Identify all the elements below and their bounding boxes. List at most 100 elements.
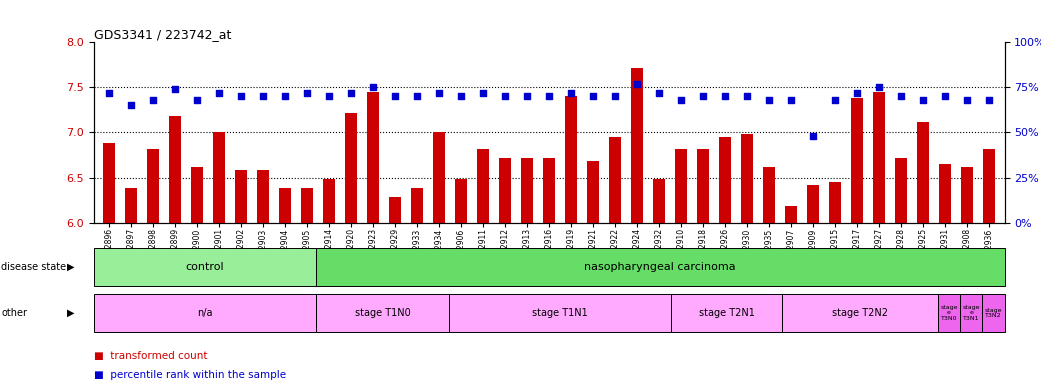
Bar: [235, 170, 247, 223]
Point: [981, 97, 997, 103]
Text: nasopharyngeal carcinoma: nasopharyngeal carcinoma: [584, 262, 736, 272]
Point: [364, 84, 381, 91]
Bar: [94, 294, 315, 332]
Point: [518, 93, 535, 99]
Point: [672, 97, 689, 103]
Point: [342, 90, 359, 96]
Bar: [763, 167, 776, 223]
Bar: [675, 149, 687, 223]
Bar: [125, 189, 137, 223]
Bar: [433, 132, 446, 223]
Point: [431, 90, 448, 96]
Bar: [279, 189, 291, 223]
Bar: [103, 143, 116, 223]
Point: [717, 93, 734, 99]
Point: [563, 90, 580, 96]
Point: [607, 93, 624, 99]
Bar: [323, 179, 335, 223]
Text: stage T1N0: stage T1N0: [355, 308, 410, 318]
Point: [475, 90, 491, 96]
Text: stage
e
T3N1: stage e T3N1: [963, 305, 980, 321]
Point: [210, 90, 227, 96]
Bar: [719, 137, 731, 223]
Bar: [917, 122, 930, 223]
Point: [123, 103, 139, 109]
Point: [629, 81, 645, 87]
Point: [893, 93, 910, 99]
Text: stage T2N2: stage T2N2: [832, 308, 888, 318]
Text: ▶: ▶: [67, 308, 75, 318]
Point: [783, 97, 799, 103]
Point: [937, 93, 954, 99]
Text: n/a: n/a: [197, 308, 212, 318]
Bar: [631, 68, 643, 223]
Bar: [697, 149, 709, 223]
Point: [167, 86, 183, 92]
Point: [541, 93, 558, 99]
Point: [409, 93, 426, 99]
Point: [694, 93, 711, 99]
Point: [651, 90, 667, 96]
Text: GDS3341 / 223742_at: GDS3341 / 223742_at: [94, 28, 231, 41]
Text: stage T1N1: stage T1N1: [532, 308, 588, 318]
Bar: [94, 248, 315, 286]
Bar: [785, 207, 797, 223]
Bar: [587, 161, 600, 223]
Text: ■  percentile rank within the sample: ■ percentile rank within the sample: [94, 370, 286, 380]
Bar: [499, 158, 511, 223]
Bar: [192, 167, 203, 223]
Bar: [455, 179, 467, 223]
Bar: [411, 189, 424, 223]
Bar: [960, 294, 983, 332]
Point: [255, 93, 272, 99]
Point: [188, 97, 205, 103]
Bar: [565, 96, 577, 223]
Bar: [522, 158, 533, 223]
Bar: [783, 294, 938, 332]
Bar: [653, 179, 665, 223]
Point: [321, 93, 337, 99]
Bar: [315, 248, 1005, 286]
Bar: [315, 294, 449, 332]
Bar: [301, 189, 313, 223]
Bar: [543, 158, 555, 223]
Point: [387, 93, 404, 99]
Bar: [983, 294, 1005, 332]
Point: [585, 93, 602, 99]
Point: [959, 97, 975, 103]
Bar: [213, 132, 225, 223]
Text: control: control: [185, 262, 224, 272]
Bar: [873, 92, 885, 223]
Bar: [741, 134, 754, 223]
Point: [915, 97, 932, 103]
Point: [805, 133, 821, 139]
Text: stage
e
T3N0: stage e T3N0: [940, 305, 958, 321]
Bar: [829, 182, 841, 223]
Bar: [961, 167, 973, 223]
Text: disease state: disease state: [1, 262, 67, 272]
Point: [848, 90, 865, 96]
Point: [827, 97, 843, 103]
Bar: [449, 294, 671, 332]
Point: [145, 97, 161, 103]
Bar: [852, 98, 863, 223]
Text: other: other: [1, 308, 27, 318]
Bar: [257, 170, 270, 223]
Point: [871, 84, 888, 91]
Bar: [983, 149, 995, 223]
Bar: [169, 116, 181, 223]
Text: ▶: ▶: [67, 262, 75, 272]
Bar: [345, 113, 357, 223]
Bar: [609, 137, 621, 223]
Bar: [367, 92, 379, 223]
Point: [101, 90, 118, 96]
Text: stage T2N1: stage T2N1: [699, 308, 755, 318]
Bar: [147, 149, 159, 223]
Point: [453, 93, 469, 99]
Bar: [938, 294, 960, 332]
Bar: [477, 149, 489, 223]
Text: ■  transformed count: ■ transformed count: [94, 351, 207, 361]
Point: [497, 93, 513, 99]
Bar: [807, 185, 819, 223]
Point: [233, 93, 250, 99]
